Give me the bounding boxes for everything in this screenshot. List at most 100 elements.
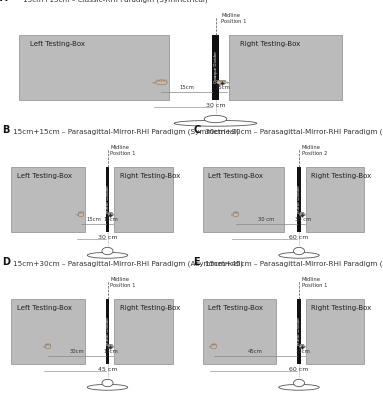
Ellipse shape [214, 344, 215, 345]
Ellipse shape [300, 212, 301, 213]
Text: Midline
Position 1: Midline Position 1 [221, 13, 247, 24]
Ellipse shape [218, 80, 219, 81]
Ellipse shape [47, 344, 48, 345]
Circle shape [293, 247, 304, 255]
FancyBboxPatch shape [11, 167, 85, 232]
Circle shape [204, 115, 227, 123]
Text: 45cm: 45cm [248, 349, 263, 354]
Ellipse shape [113, 214, 114, 215]
Text: 15cm: 15cm [295, 349, 310, 354]
Ellipse shape [87, 252, 128, 258]
Ellipse shape [156, 80, 167, 85]
Ellipse shape [303, 344, 304, 345]
Ellipse shape [233, 212, 234, 213]
Ellipse shape [300, 212, 304, 216]
Text: 15cm+45cm – Parasagittal-Mirror-RHI Paradigm (Asymmetrical): 15cm+45cm – Parasagittal-Mirror-RHI Para… [205, 261, 383, 267]
FancyBboxPatch shape [19, 35, 169, 100]
Text: Right Testing-Box: Right Testing-Box [119, 305, 180, 311]
Text: 45 cm: 45 cm [98, 367, 117, 372]
Ellipse shape [78, 212, 84, 217]
Ellipse shape [300, 344, 301, 345]
Text: Left Testing-Box: Left Testing-Box [17, 173, 72, 179]
Text: 15cm+15cm – Parasagittal-Mirror-RHI Paradigm (Symmetrical): 15cm+15cm – Parasagittal-Mirror-RHI Para… [13, 129, 239, 135]
FancyBboxPatch shape [306, 167, 365, 232]
Text: B: B [2, 125, 9, 135]
FancyBboxPatch shape [297, 299, 301, 364]
FancyBboxPatch shape [203, 299, 276, 364]
Ellipse shape [231, 214, 233, 215]
Text: 15cm: 15cm [179, 85, 194, 90]
FancyBboxPatch shape [229, 35, 342, 100]
Text: 30cm: 30cm [70, 349, 84, 354]
Ellipse shape [45, 344, 51, 349]
Ellipse shape [77, 214, 78, 215]
FancyBboxPatch shape [11, 299, 85, 364]
Ellipse shape [211, 344, 216, 349]
Ellipse shape [236, 212, 237, 213]
Ellipse shape [279, 252, 319, 258]
Text: Right Testing-Box: Right Testing-Box [311, 173, 372, 179]
Text: Midline
Position 1: Midline Position 1 [110, 145, 136, 156]
Text: 30 cm: 30 cm [295, 217, 311, 222]
Text: Mirror Divider: Mirror Divider [297, 185, 301, 213]
Ellipse shape [304, 214, 306, 215]
Ellipse shape [219, 80, 221, 81]
Ellipse shape [82, 212, 83, 213]
Ellipse shape [213, 344, 214, 345]
Ellipse shape [174, 120, 257, 126]
Ellipse shape [211, 344, 213, 345]
Ellipse shape [108, 344, 110, 345]
Text: Opaque Divider: Opaque Divider [213, 51, 218, 83]
Ellipse shape [302, 344, 303, 345]
Text: 15cm+30cm – Parasagittal-Mirror-RHI Paradigm (Asymmetrical): 15cm+30cm – Parasagittal-Mirror-RHI Para… [13, 261, 243, 267]
Text: 15cm: 15cm [104, 349, 119, 354]
Text: E: E [193, 257, 200, 267]
FancyBboxPatch shape [106, 299, 109, 364]
Ellipse shape [108, 344, 113, 348]
Ellipse shape [111, 212, 113, 213]
FancyBboxPatch shape [306, 299, 365, 364]
Ellipse shape [79, 212, 80, 213]
Text: Right Testing-Box: Right Testing-Box [119, 173, 180, 179]
Ellipse shape [164, 80, 166, 81]
Ellipse shape [48, 344, 49, 345]
Ellipse shape [235, 212, 236, 213]
Ellipse shape [300, 344, 304, 348]
Text: Right Testing-Box: Right Testing-Box [311, 305, 372, 311]
Ellipse shape [81, 212, 82, 213]
Text: Mirror Divider: Mirror Divider [105, 317, 110, 345]
Text: Left Testing-Box: Left Testing-Box [17, 305, 72, 311]
Text: 15cm+15cm – Classic-RHI Paradigm (Symmetrical): 15cm+15cm – Classic-RHI Paradigm (Symmet… [23, 0, 207, 3]
Ellipse shape [44, 346, 45, 347]
Ellipse shape [49, 344, 50, 345]
Circle shape [293, 379, 304, 387]
Text: 30 cm: 30 cm [98, 235, 117, 240]
Ellipse shape [227, 82, 229, 83]
Ellipse shape [87, 384, 128, 390]
Ellipse shape [110, 344, 111, 345]
Ellipse shape [303, 212, 304, 213]
Ellipse shape [46, 344, 47, 345]
FancyBboxPatch shape [114, 299, 173, 364]
Ellipse shape [304, 346, 306, 347]
FancyBboxPatch shape [106, 167, 109, 232]
Ellipse shape [233, 212, 239, 217]
Text: Midline
Position 1: Midline Position 1 [110, 277, 136, 288]
Text: 15cm: 15cm [104, 217, 119, 222]
Text: Midline
Position 1: Midline Position 1 [302, 277, 327, 288]
Ellipse shape [159, 80, 162, 81]
Ellipse shape [302, 212, 303, 213]
Ellipse shape [221, 80, 223, 81]
Text: Left Testing-Box: Left Testing-Box [208, 173, 263, 179]
Ellipse shape [237, 212, 238, 213]
Text: 30 cm: 30 cm [259, 217, 275, 222]
Text: 15cm: 15cm [216, 85, 231, 90]
Text: Right Testing-Box: Right Testing-Box [240, 41, 301, 47]
Ellipse shape [162, 80, 164, 81]
Ellipse shape [108, 212, 113, 216]
Text: Mirror Divider: Mirror Divider [105, 185, 110, 213]
Text: 15cm: 15cm [86, 217, 101, 222]
FancyBboxPatch shape [114, 167, 173, 232]
Text: A: A [0, 0, 8, 3]
Ellipse shape [215, 344, 216, 345]
